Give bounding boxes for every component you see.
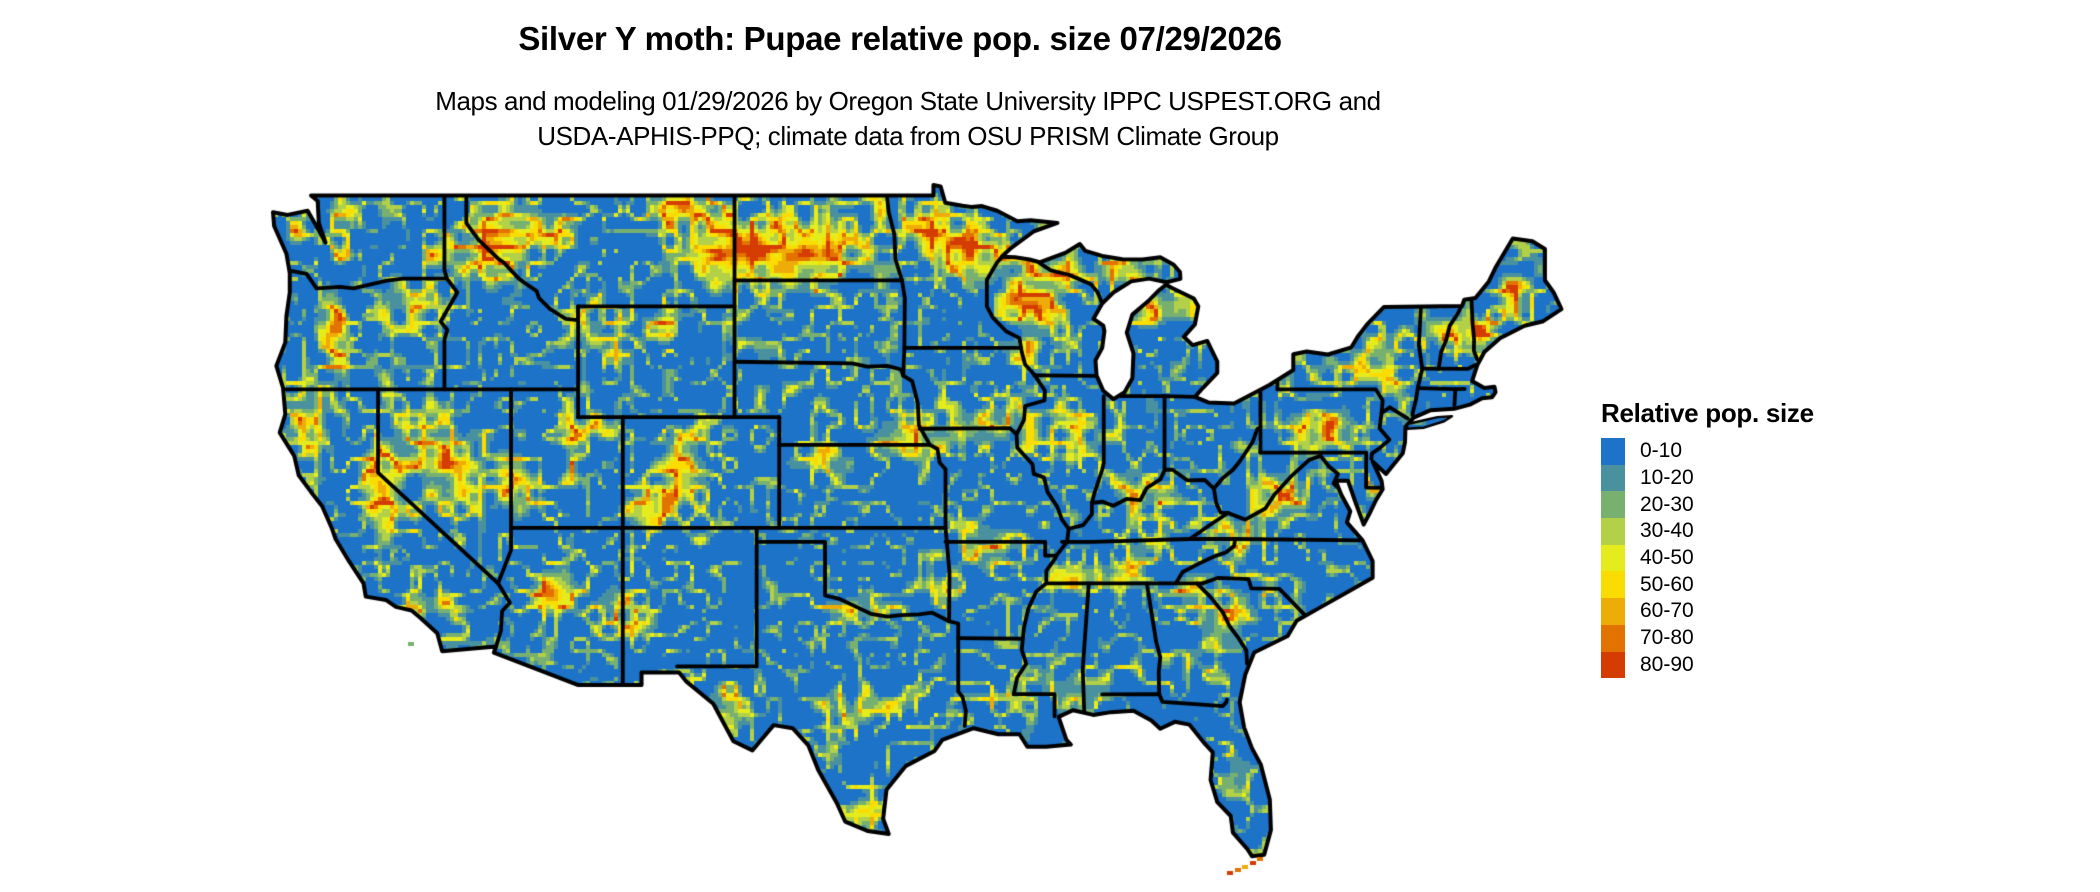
legend-title: Relative pop. size	[1601, 398, 1814, 428]
us-population-map	[250, 165, 1590, 885]
legend-swatch	[1601, 651, 1625, 679]
legend-label: 40-50	[1640, 546, 1694, 570]
legend-item: 80-90	[1601, 651, 1814, 679]
legend-label: 30-40	[1640, 519, 1694, 543]
legend-swatch	[1601, 544, 1625, 572]
legend-label: 50-60	[1640, 572, 1694, 596]
legend-swatch	[1601, 598, 1625, 625]
legend-item: 60-70	[1601, 598, 1814, 625]
legend-swatch	[1601, 438, 1625, 465]
legend-item: 30-40	[1601, 518, 1814, 545]
legend-item: 40-50	[1601, 544, 1814, 572]
map-legend: Relative pop. size 0-10 10-20 20-30 30-4…	[1601, 398, 1814, 679]
legend-label: 60-70	[1640, 599, 1694, 623]
legend-swatch	[1601, 518, 1625, 545]
legend-label: 70-80	[1640, 626, 1694, 650]
legend-swatch	[1601, 491, 1625, 519]
legend-item: 0-10	[1601, 438, 1814, 465]
legend-label: 0-10	[1640, 439, 1683, 463]
legend-items: 0-10 10-20 20-30 30-40 40-50 50-60	[1601, 438, 1814, 679]
legend-label: 80-90	[1640, 652, 1694, 676]
legend-item: 20-30	[1601, 491, 1814, 519]
map-subtitle: Maps and modeling 01/29/2026 by Oregon S…	[0, 84, 1816, 154]
legend-item: 10-20	[1601, 464, 1814, 492]
legend-item: 50-60	[1601, 571, 1814, 599]
legend-item: 70-80	[1601, 624, 1814, 652]
legend-swatch	[1601, 464, 1625, 492]
map-title: Silver Y moth: Pupae relative pop. size …	[518, 20, 1282, 57]
map-subtitle-line2: USDA-APHIS-PPQ; climate data from OSU PR…	[537, 121, 1279, 151]
legend-swatch	[1601, 624, 1625, 652]
legend-swatch	[1601, 571, 1625, 599]
map-subtitle-line1: Maps and modeling 01/29/2026 by Oregon S…	[435, 86, 1381, 116]
legend-label: 20-30	[1640, 492, 1694, 516]
legend-label: 10-20	[1640, 466, 1694, 490]
